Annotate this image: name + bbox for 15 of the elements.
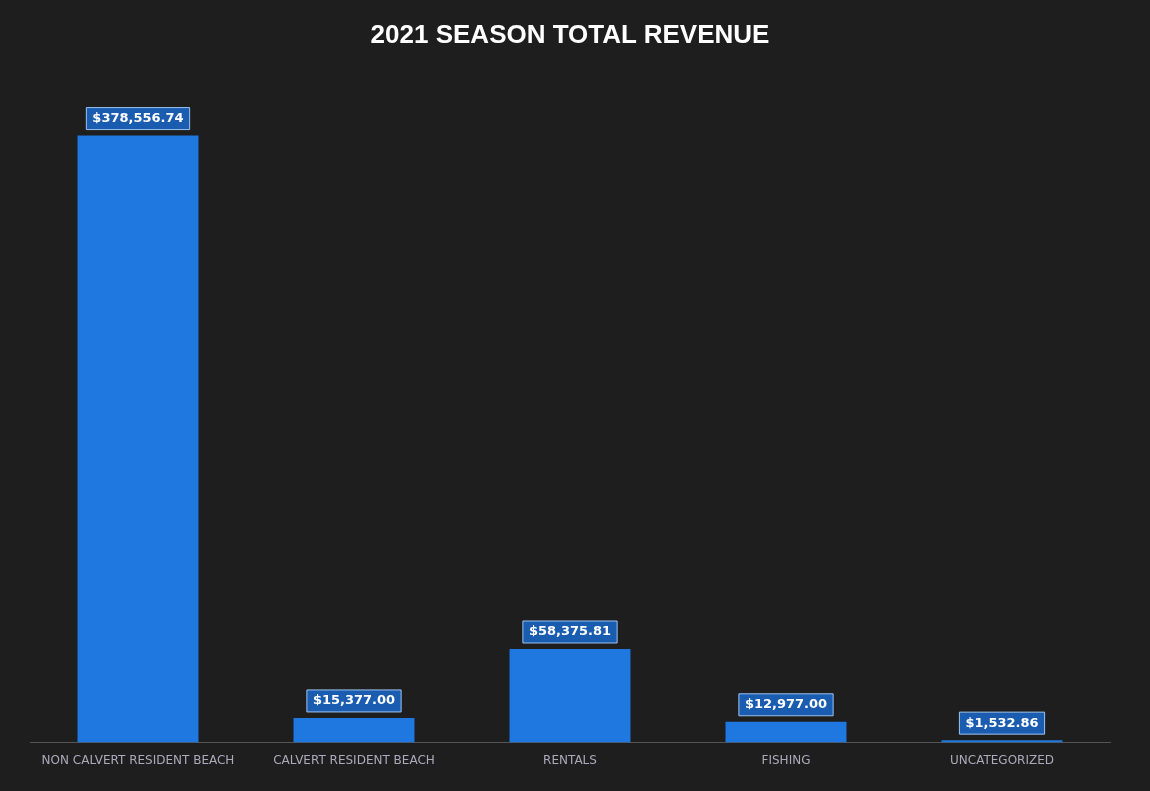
x-tick-label: FISHING [761, 752, 811, 767]
x-tick-label: NON CALVERT RESIDENT BEACH [41, 752, 235, 767]
data-label: $1,532.86 [965, 714, 1039, 730]
data-label: $15,377.00 [312, 692, 396, 708]
x-tick-label: RENTALS [543, 752, 597, 767]
chart-title: 2021 SEASON TOTAL REVENUE [370, 18, 770, 49]
x-tick-label: UNCATEGORIZED [950, 752, 1054, 767]
data-label: $378,556.74 [92, 109, 184, 125]
bar [293, 717, 415, 743]
x-tick-label: CALVERT RESIDENT BEACH [273, 752, 435, 767]
bar [77, 135, 199, 743]
data-label: $12,977.00 [744, 696, 828, 712]
bar [725, 721, 847, 743]
bar [509, 648, 631, 743]
data-label: $58,375.81 [528, 623, 612, 639]
